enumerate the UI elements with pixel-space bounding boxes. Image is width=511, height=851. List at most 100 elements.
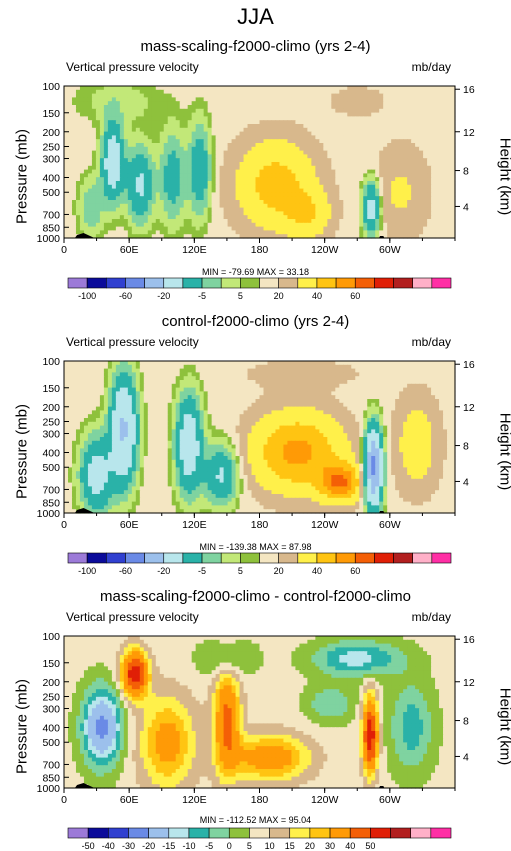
contour-cell [147, 395, 153, 400]
contour-cell [323, 93, 328, 98]
contour-cell [211, 127, 217, 133]
contour-cell [299, 368, 304, 373]
contour-cell [131, 215, 137, 220]
contour-cell [375, 234, 380, 239]
contour-cell [187, 181, 193, 186]
contour-cell [71, 376, 77, 381]
contour-cell [271, 188, 277, 193]
contour-cell [151, 165, 157, 171]
contour-cell [363, 108, 368, 114]
contour-cell [227, 177, 233, 182]
contour-cell [119, 108, 125, 114]
contour-cell [427, 146, 432, 152]
contour-cell [255, 364, 261, 370]
contour-cell [247, 196, 253, 201]
contour-cell [167, 150, 173, 155]
contour-cell [287, 196, 293, 201]
contour-cell [275, 146, 281, 152]
contour-cell [91, 116, 97, 121]
contour-cell [175, 200, 181, 205]
contour-cell [407, 93, 412, 98]
contour-cell [287, 387, 293, 392]
contour-cell [227, 116, 233, 121]
contour-cell [355, 108, 360, 114]
contour-cell [267, 131, 273, 136]
contour-cell [115, 86, 121, 91]
contour-cell [215, 188, 221, 193]
contour-cell [151, 196, 157, 201]
contour-cell [403, 203, 408, 209]
contour-cell [327, 192, 332, 197]
contour-cell [335, 383, 340, 389]
contour-cell [147, 188, 153, 193]
contour-cell [91, 89, 97, 95]
contour-cell [183, 139, 189, 144]
contour-cell [227, 158, 233, 163]
contour-cell [207, 219, 213, 224]
contour-cell [411, 169, 416, 174]
contour-cell [135, 143, 141, 148]
contour-cell [203, 226, 209, 231]
contour-cell [223, 230, 229, 235]
contour-cell [87, 162, 93, 167]
contour-cell [167, 226, 173, 231]
contour-cell [263, 108, 269, 114]
contour-cell [103, 219, 109, 224]
contour-cell [419, 101, 424, 106]
contour-cell [79, 108, 85, 114]
contour-cell [199, 196, 205, 201]
contour-cell [431, 97, 436, 102]
contour-cell [243, 230, 249, 235]
contour-cell [387, 196, 392, 201]
contour-cell [227, 165, 233, 171]
contour-cell [315, 101, 320, 106]
contour-cell [323, 391, 328, 396]
contour-cell [187, 234, 193, 239]
contour-cell [335, 112, 340, 117]
contour-cell [427, 188, 432, 193]
contour-cell [327, 222, 332, 228]
contour-cell [419, 192, 424, 197]
contour-cell [159, 89, 165, 95]
contour-cell [79, 211, 85, 216]
contour-cell [191, 368, 197, 373]
contour-cell [215, 89, 221, 95]
contour-cell [343, 135, 348, 140]
contour-cell [219, 383, 225, 389]
contour-cell [451, 131, 456, 136]
contour-cell [195, 234, 201, 239]
contour-cell [247, 184, 253, 190]
contour-cell [67, 211, 73, 216]
contour-cell [435, 124, 440, 129]
contour-cell [351, 219, 356, 224]
contour-cell [435, 234, 440, 239]
contour-cell [359, 169, 364, 174]
contour-cell [239, 89, 245, 95]
contour-cell [299, 173, 304, 178]
contour-cell [207, 364, 213, 370]
contour-cell [311, 143, 316, 148]
contour-cell [64, 146, 69, 152]
contour-cell [387, 93, 392, 98]
contour-cell [139, 143, 145, 148]
contour-cell [399, 383, 404, 389]
contour-cell [255, 215, 261, 220]
contour-cell [443, 139, 448, 144]
contour-cell [99, 395, 105, 400]
contour-cell [411, 97, 416, 102]
contour-cell [187, 222, 193, 228]
contour-cell [87, 196, 93, 201]
contour-cell [203, 361, 209, 366]
contour-cell [299, 97, 304, 102]
contour-cell [439, 101, 444, 106]
contour-cell [163, 387, 169, 392]
contour-cell [195, 146, 201, 152]
contour-cell [299, 154, 304, 159]
contour-cell [175, 135, 181, 140]
contour-cell [147, 146, 153, 152]
contour-cell [155, 200, 161, 205]
contour-cell [71, 143, 77, 148]
contour-cell [427, 158, 432, 163]
contour-cell [275, 86, 281, 91]
